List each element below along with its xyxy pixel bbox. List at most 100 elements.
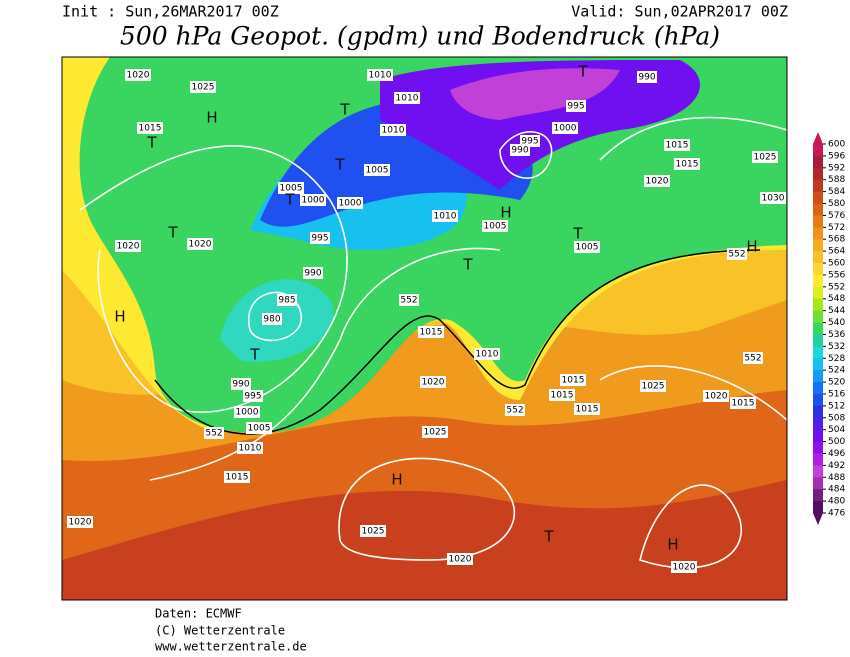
isobar-label: 1030	[762, 194, 785, 204]
isobar-label: 1010	[396, 94, 419, 104]
colorbar-swatch	[813, 334, 823, 347]
isobar-label-box	[300, 194, 326, 206]
isobar-label-box	[190, 81, 216, 93]
isobar-label: 990	[232, 380, 249, 390]
colorbar-cap	[813, 513, 823, 525]
colorbar-label: 528	[828, 354, 845, 364]
isobar-label-box	[224, 471, 250, 483]
colorbar-label: 600	[828, 140, 845, 150]
isobar-label: 1015	[666, 141, 689, 151]
isobar-label-box	[505, 404, 525, 416]
isobar-label: 1015	[139, 124, 162, 134]
valid-time: Valid: Sun,02APR2017 00Z	[571, 3, 788, 21]
colorbar-label: 544	[828, 306, 845, 316]
colorbar-swatch	[813, 322, 823, 335]
isobar-label-box	[418, 326, 444, 338]
isobar-label-box	[674, 158, 700, 170]
isobar-label-box	[187, 238, 213, 250]
colorbar-label: 560	[828, 259, 845, 269]
isobar-label-box	[743, 352, 763, 364]
colorbar-label: 488	[828, 473, 845, 483]
isobar-label-box	[566, 100, 586, 112]
isobar-label: 552	[400, 296, 417, 306]
colorbar-label: 556	[828, 270, 845, 280]
colorbar-label: 580	[828, 199, 845, 209]
pressure-center: H	[391, 471, 402, 489]
isobar-label: 1020	[705, 392, 728, 402]
isobar-label: 990	[511, 146, 528, 156]
isobar	[247, 291, 303, 342]
isobar-label: 1005	[366, 166, 389, 176]
isobar-label: 1015	[562, 376, 585, 386]
isobar-label-box	[760, 192, 786, 204]
pressure-center: T	[339, 101, 350, 119]
colorbar-label: 536	[828, 330, 845, 340]
isobar-label-box	[574, 403, 600, 415]
isobar-label: 1010	[369, 71, 392, 81]
pressure-center: H	[500, 204, 511, 222]
colorbar-swatch	[813, 382, 823, 395]
isobar-label: 995	[567, 102, 584, 112]
colorbar-swatch	[813, 441, 823, 454]
isobar	[79, 145, 348, 413]
colorbar-label: 504	[828, 425, 845, 435]
isobar-label: 1025	[362, 527, 385, 537]
isobar-label: 1000	[302, 196, 325, 206]
isobar-label-box	[637, 71, 657, 83]
isobar-label-box	[125, 69, 151, 81]
isobar-label-box	[552, 122, 578, 134]
colorbar-label: 540	[828, 318, 845, 328]
isobar	[599, 116, 787, 161]
isobar-label-box	[560, 374, 586, 386]
colorbar-swatch	[813, 239, 823, 252]
isobar-label: 995	[311, 234, 328, 244]
isobar-label: 1000	[554, 124, 577, 134]
isobar-label-box	[364, 164, 390, 176]
isobar-label: 1010	[476, 350, 499, 360]
isobar-label-box	[237, 442, 263, 454]
isobar-label: 1010	[434, 212, 457, 222]
colorbar-swatch	[813, 358, 823, 371]
isobar-label: 1005	[484, 222, 507, 232]
isobar-label-box	[380, 124, 406, 136]
colorbar-label: 548	[828, 294, 845, 304]
colorbar-swatch	[813, 167, 823, 181]
colorbar-swatch	[813, 203, 823, 216]
isobar-label-box	[420, 376, 446, 388]
pressure-center: H	[746, 238, 757, 256]
isobar-label-box	[246, 422, 272, 434]
isobar-label-box	[243, 390, 263, 402]
pressure-center: T	[284, 191, 295, 209]
isobar-label: 1005	[280, 184, 303, 194]
colorbar-swatch	[813, 453, 823, 466]
colorbar-label: 508	[828, 413, 845, 423]
isobar-label: 1000	[339, 199, 362, 209]
colorbar-swatch	[813, 263, 823, 276]
isobar-label-box	[640, 380, 666, 392]
isobar-label-box	[510, 144, 530, 156]
isobar-label-box	[394, 92, 420, 104]
isobar-label-box	[482, 220, 508, 232]
colorbar-swatch	[813, 489, 823, 502]
isobar-label-box	[234, 406, 260, 418]
isobar-label-box	[367, 69, 393, 81]
isobar-label: 552	[205, 429, 222, 439]
isobar-label: 1015	[732, 399, 755, 409]
isobar-label-box	[447, 553, 473, 565]
colorbar-label: 516	[828, 389, 845, 399]
colorbar-swatch	[813, 405, 823, 419]
colorbar-swatch	[813, 274, 823, 288]
isobar-label: 1025	[192, 83, 215, 93]
isobar-label-box	[231, 378, 251, 390]
map-frame	[61, 56, 788, 601]
pressure-center: H	[667, 536, 678, 554]
isobar-label: 990	[638, 73, 655, 83]
colorbar-swatch	[813, 310, 823, 324]
isobar-label: 1005	[576, 243, 599, 253]
isobar-label: 980	[263, 315, 280, 325]
colorbar-swatch	[813, 179, 823, 193]
isobar-label: 990	[304, 269, 321, 279]
isobar-label: 1020	[646, 177, 669, 187]
isobar-label-box	[474, 348, 500, 360]
